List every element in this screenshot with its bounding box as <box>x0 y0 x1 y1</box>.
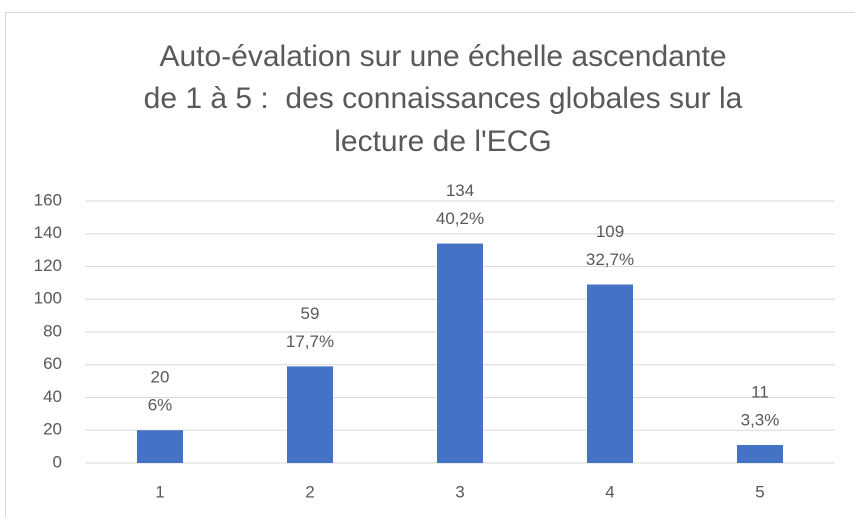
data-label: 134 <box>446 181 474 200</box>
percentage-label: 40,2% <box>436 209 484 228</box>
chart-title: Auto-évalation sur une échelle ascendant… <box>159 40 726 73</box>
data-label: 11 <box>751 382 769 401</box>
y-tick-label: 140 <box>34 223 62 242</box>
percentage-label: 6% <box>148 396 173 415</box>
y-tick-label: 0 <box>53 452 62 471</box>
y-tick-label: 160 <box>34 190 62 209</box>
y-tick-label: 60 <box>43 354 62 373</box>
y-tick-label: 100 <box>34 289 62 308</box>
bar <box>437 243 483 463</box>
bar <box>137 430 183 463</box>
chart-title: de 1 à 5 : des connaissances globales su… <box>144 82 743 115</box>
chart-title: lecture de l'ECG <box>334 125 552 158</box>
bar <box>587 284 633 463</box>
data-label: 20 <box>151 368 170 387</box>
percentage-label: 17,7% <box>286 332 334 351</box>
bar <box>737 444 783 463</box>
bar <box>287 366 333 463</box>
x-tick-label: 5 <box>755 482 764 501</box>
y-tick-label: 80 <box>43 321 62 340</box>
percentage-label: 3,3% <box>741 410 780 429</box>
x-tick-label: 2 <box>305 482 314 501</box>
x-tick-label: 3 <box>455 482 464 501</box>
percentage-label: 32,7% <box>586 250 634 269</box>
x-tick-label: 4 <box>605 482 614 501</box>
chart-border <box>5 12 855 517</box>
y-tick-label: 20 <box>43 420 62 439</box>
x-tick-label: 1 <box>155 482 164 501</box>
y-tick-label: 40 <box>43 387 62 406</box>
y-tick-label: 120 <box>34 256 62 275</box>
data-label: 59 <box>301 304 320 323</box>
data-label: 109 <box>596 222 624 241</box>
